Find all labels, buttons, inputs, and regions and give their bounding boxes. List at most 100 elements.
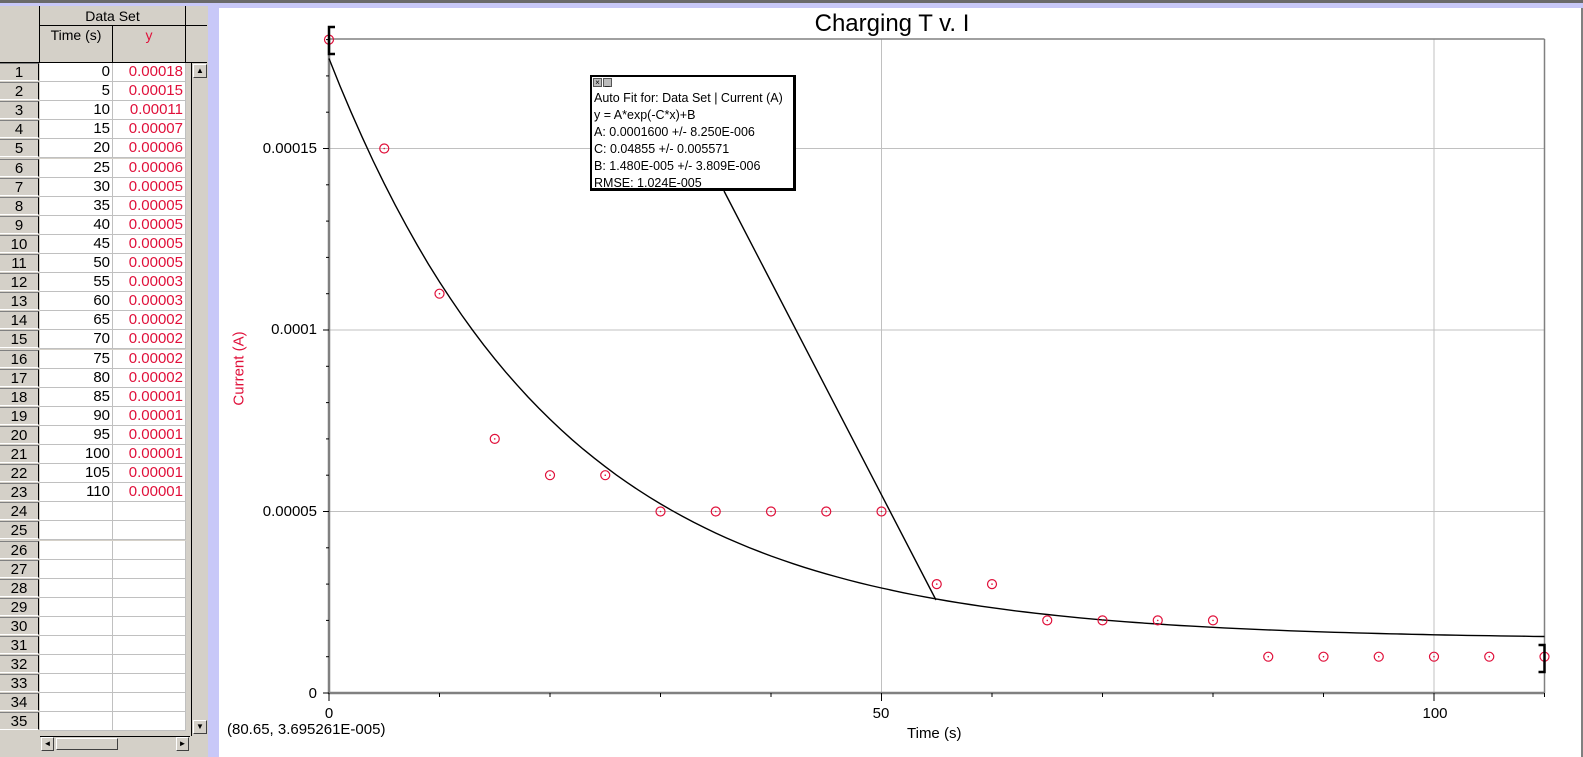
cell-y[interactable]: 0.00007 <box>113 120 186 140</box>
cell-time[interactable] <box>40 712 113 732</box>
cell-y[interactable] <box>113 693 186 713</box>
cell-time[interactable] <box>40 674 113 694</box>
cell-time[interactable]: 100 <box>40 445 113 464</box>
cell-y[interactable]: 0.00005 <box>113 215 186 235</box>
cell-time[interactable]: 75 <box>40 349 113 369</box>
cell-time[interactable] <box>40 521 113 541</box>
row-number[interactable]: 17 <box>0 368 39 387</box>
close-icon[interactable]: × <box>593 78 602 87</box>
cell-time[interactable]: 15 <box>40 120 113 140</box>
cell-y[interactable]: 0.00005 <box>113 196 186 216</box>
cell-y[interactable]: 0.00003 <box>113 292 186 312</box>
cell-time[interactable]: 40 <box>40 215 113 235</box>
row-number[interactable]: 8 <box>0 196 39 215</box>
cell-y[interactable]: 0.00001 <box>113 425 186 445</box>
column-header-y[interactable]: y <box>113 26 186 63</box>
cell-y[interactable]: 0.00001 <box>113 445 186 464</box>
plot-area[interactable] <box>219 8 1583 757</box>
scroll-up-icon[interactable]: ▲ <box>193 64 207 78</box>
x-axis-label[interactable]: Time (s) <box>907 725 962 742</box>
row-number[interactable]: 2 <box>0 82 39 101</box>
row-number[interactable]: 4 <box>0 120 39 139</box>
row-number[interactable]: 27 <box>0 559 39 578</box>
row-number[interactable]: 26 <box>0 540 39 559</box>
row-number[interactable]: 19 <box>0 406 39 425</box>
cell-time[interactable]: 85 <box>40 387 113 407</box>
cell-y[interactable]: 0.00002 <box>113 311 186 331</box>
cell-time[interactable] <box>40 693 113 713</box>
cell-time[interactable] <box>40 597 113 617</box>
row-number[interactable]: 13 <box>0 292 39 311</box>
row-number[interactable]: 15 <box>0 330 39 349</box>
cell-y[interactable]: 0.00001 <box>113 483 186 503</box>
cell-time[interactable]: 35 <box>40 196 113 216</box>
row-number[interactable]: 7 <box>0 177 39 196</box>
cell-y[interactable] <box>113 712 186 732</box>
scroll-right-icon[interactable]: ► <box>176 737 189 751</box>
cell-time[interactable] <box>40 636 113 655</box>
cell-y[interactable] <box>113 521 186 541</box>
row-number[interactable]: 23 <box>0 483 39 502</box>
cell-y[interactable] <box>113 655 186 675</box>
row-number[interactable]: 3 <box>0 101 39 120</box>
row-number[interactable]: 35 <box>0 712 39 731</box>
cell-time[interactable]: 95 <box>40 425 113 445</box>
row-number[interactable]: 34 <box>0 693 39 712</box>
cell-y[interactable]: 0.00003 <box>113 273 186 293</box>
row-number[interactable]: 11 <box>0 254 39 272</box>
cell-time[interactable] <box>40 578 113 598</box>
column-header-time[interactable]: Time (s) <box>40 26 113 63</box>
graph-title[interactable]: Charging T v. I <box>814 10 970 37</box>
cell-y[interactable]: 0.00005 <box>113 254 186 273</box>
minimize-icon[interactable]: _ <box>603 78 612 87</box>
row-number[interactable]: 18 <box>0 387 39 406</box>
row-number[interactable]: 9 <box>0 215 39 234</box>
row-number[interactable]: 14 <box>0 311 39 330</box>
cell-time[interactable] <box>40 616 113 636</box>
row-number[interactable]: 6 <box>0 158 39 177</box>
cell-time[interactable]: 90 <box>40 406 113 426</box>
row-number[interactable]: 21 <box>0 445 39 463</box>
cell-y[interactable] <box>113 616 186 636</box>
row-number[interactable]: 30 <box>0 616 39 635</box>
cell-time[interactable]: 50 <box>40 254 113 273</box>
cell-time[interactable]: 45 <box>40 234 113 254</box>
horizontal-scrollbar[interactable]: ◄ ► <box>40 736 190 751</box>
row-number[interactable]: 28 <box>0 578 39 597</box>
cell-y[interactable] <box>113 540 186 560</box>
row-number[interactable]: 31 <box>0 636 39 654</box>
cell-y[interactable]: 0.00005 <box>113 177 186 197</box>
cell-y[interactable] <box>113 559 186 579</box>
dataset-header[interactable]: Data Set <box>40 6 186 26</box>
row-number[interactable]: 1 <box>0 63 39 81</box>
cell-time[interactable]: 20 <box>40 139 113 159</box>
cell-y[interactable]: 0.00005 <box>113 234 186 254</box>
cell-y[interactable] <box>113 502 186 522</box>
row-number[interactable]: 16 <box>0 349 39 368</box>
cell-time[interactable] <box>40 559 113 579</box>
row-number[interactable]: 12 <box>0 273 39 292</box>
cell-y[interactable] <box>113 636 186 655</box>
cell-time[interactable]: 30 <box>40 177 113 197</box>
row-number[interactable]: 24 <box>0 502 39 521</box>
cell-time[interactable]: 10 <box>40 101 113 121</box>
cell-y[interactable]: 0.00015 <box>113 82 186 102</box>
graph-pane[interactable]: Charging T v. I Current (A) 0.00015 0.00… <box>219 8 1583 757</box>
cell-y[interactable]: 0.00018 <box>113 63 186 82</box>
cell-time[interactable] <box>40 655 113 675</box>
row-number[interactable]: 20 <box>0 425 39 444</box>
cell-y[interactable]: 0.00006 <box>113 139 186 159</box>
row-number[interactable]: 10 <box>0 234 39 253</box>
cell-y[interactable]: 0.00001 <box>113 406 186 426</box>
vertical-scrollbar[interactable]: ▲ ▼ <box>191 63 208 736</box>
cell-time[interactable]: 0 <box>40 63 113 82</box>
cell-time[interactable]: 60 <box>40 292 113 312</box>
cell-time[interactable]: 70 <box>40 330 113 350</box>
cell-y[interactable]: 0.00006 <box>113 158 186 178</box>
row-number[interactable]: 32 <box>0 655 39 674</box>
cell-y[interactable]: 0.00001 <box>113 464 186 484</box>
scroll-left-icon[interactable]: ◄ <box>41 737 54 751</box>
cell-time[interactable]: 5 <box>40 82 113 102</box>
cell-y[interactable] <box>113 578 186 598</box>
cell-time[interactable]: 55 <box>40 273 113 293</box>
